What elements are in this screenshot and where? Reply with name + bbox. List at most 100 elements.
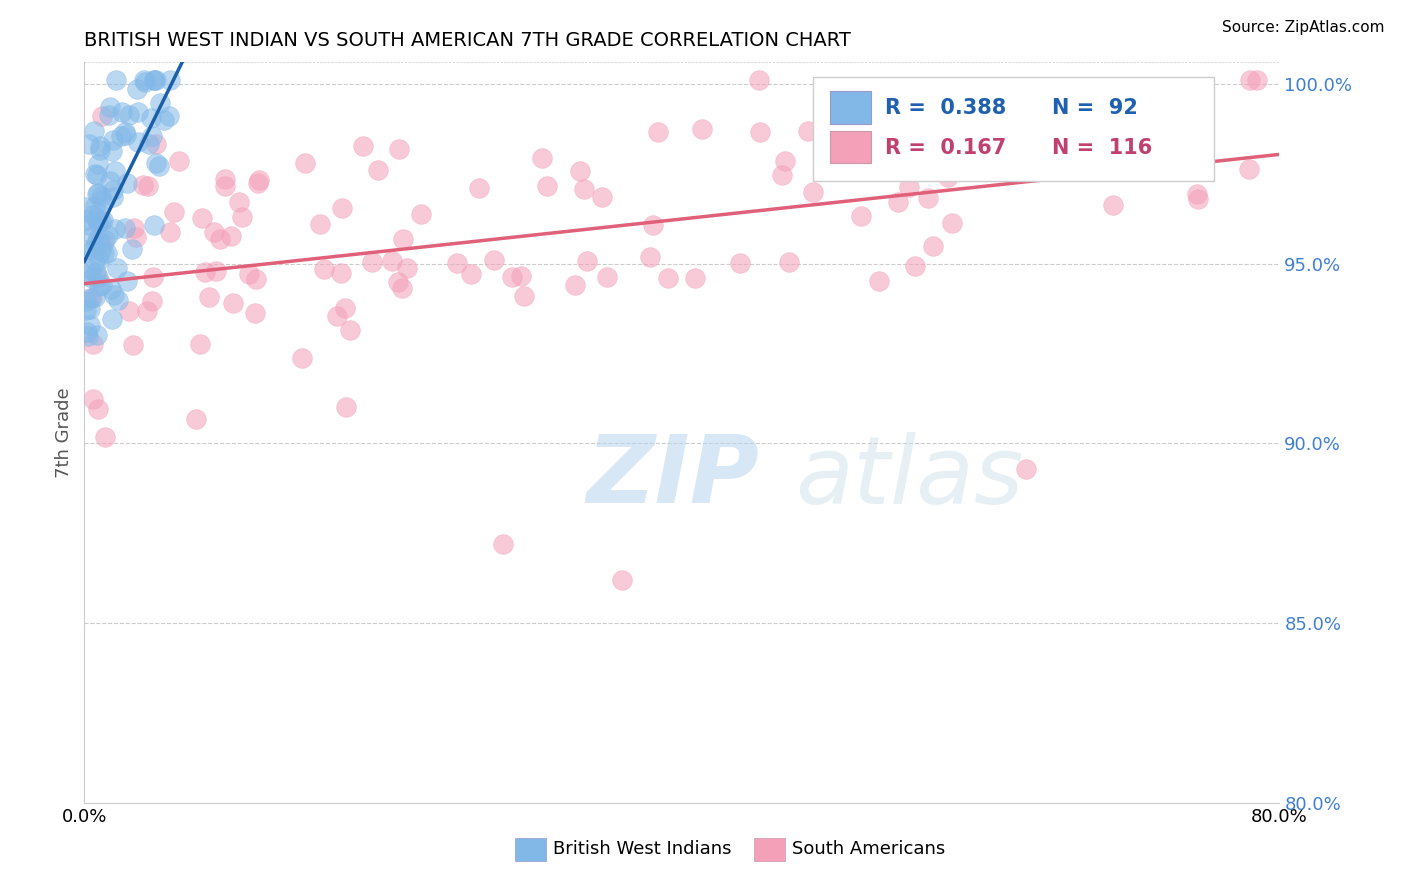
Point: [396, 261, 419, 276]
Point: [468, 181, 491, 195]
Point: [75, 212, 97, 227]
Point: [118, 303, 141, 318]
Point: [773, 153, 796, 168]
Point: [86, 265, 108, 279]
Point: [1239, 73, 1261, 87]
Point: [127, 81, 149, 95]
Point: [83, 253, 105, 268]
Point: [596, 270, 619, 285]
Point: [115, 176, 138, 190]
Point: [163, 205, 186, 219]
FancyBboxPatch shape: [515, 838, 546, 862]
Point: [887, 195, 910, 210]
Point: [194, 265, 217, 279]
Point: [186, 411, 208, 425]
Point: [97, 227, 120, 242]
Point: [90, 214, 112, 228]
Point: [143, 218, 166, 232]
Text: N =  116: N = 116: [1053, 137, 1153, 158]
Point: [89, 144, 111, 158]
Text: British West Indians: British West Indians: [553, 839, 731, 858]
Point: [101, 183, 124, 197]
Point: [797, 123, 820, 137]
Point: [391, 280, 413, 294]
Point: [157, 109, 180, 123]
Point: [89, 235, 111, 250]
Point: [82, 336, 104, 351]
Point: [101, 133, 124, 147]
Point: [392, 232, 415, 246]
FancyBboxPatch shape: [830, 91, 870, 124]
Point: [1102, 198, 1125, 212]
Point: [575, 254, 598, 268]
Point: [132, 178, 155, 192]
Point: [143, 73, 166, 87]
Point: [367, 163, 389, 178]
FancyBboxPatch shape: [754, 838, 785, 862]
Point: [245, 272, 267, 286]
Point: [118, 108, 141, 122]
Point: [114, 221, 136, 235]
Point: [238, 267, 260, 281]
Text: R =  0.388: R = 0.388: [886, 98, 1007, 119]
Point: [246, 176, 269, 190]
Point: [101, 312, 124, 326]
Point: [643, 219, 665, 233]
Point: [135, 304, 157, 318]
Text: R =  0.167: R = 0.167: [886, 137, 1007, 158]
Point: [1246, 73, 1268, 87]
Point: [1187, 192, 1209, 206]
Text: ZIP: ZIP: [586, 431, 759, 523]
Point: [917, 192, 939, 206]
Point: [76, 328, 98, 343]
Point: [89, 139, 111, 153]
Point: [90, 109, 112, 123]
Point: [111, 104, 134, 119]
Point: [87, 206, 110, 220]
Point: [228, 195, 250, 210]
Point: [98, 100, 121, 114]
Point: [904, 259, 927, 273]
Point: [91, 193, 114, 207]
Point: [145, 155, 167, 169]
Point: [87, 216, 110, 230]
Point: [921, 238, 943, 252]
Text: atlas: atlas: [796, 432, 1024, 523]
Point: [121, 243, 143, 257]
Point: [941, 216, 963, 230]
Point: [492, 537, 515, 551]
Point: [221, 229, 243, 244]
Point: [80, 292, 103, 306]
Point: [460, 267, 482, 281]
Point: [100, 282, 122, 296]
Point: [87, 401, 110, 416]
Point: [1185, 187, 1208, 202]
Point: [214, 171, 236, 186]
Point: [801, 185, 824, 199]
Point: [110, 128, 132, 143]
Point: [361, 254, 384, 268]
Point: [79, 301, 101, 316]
Point: [568, 164, 591, 178]
Point: [83, 290, 105, 304]
Point: [134, 75, 156, 89]
Point: [191, 211, 214, 225]
Point: [83, 167, 105, 181]
Point: [134, 73, 156, 87]
Point: [87, 157, 110, 171]
Point: [103, 288, 125, 302]
Point: [1119, 94, 1142, 108]
Point: [936, 170, 959, 185]
Point: [858, 148, 880, 162]
Point: [107, 293, 129, 308]
Point: [326, 310, 349, 324]
FancyBboxPatch shape: [830, 130, 870, 163]
Point: [657, 270, 679, 285]
Point: [141, 128, 163, 143]
Point: [80, 270, 103, 285]
Point: [87, 269, 110, 284]
Point: [80, 262, 103, 277]
Point: [127, 105, 149, 120]
Point: [76, 325, 98, 339]
Point: [79, 291, 101, 305]
